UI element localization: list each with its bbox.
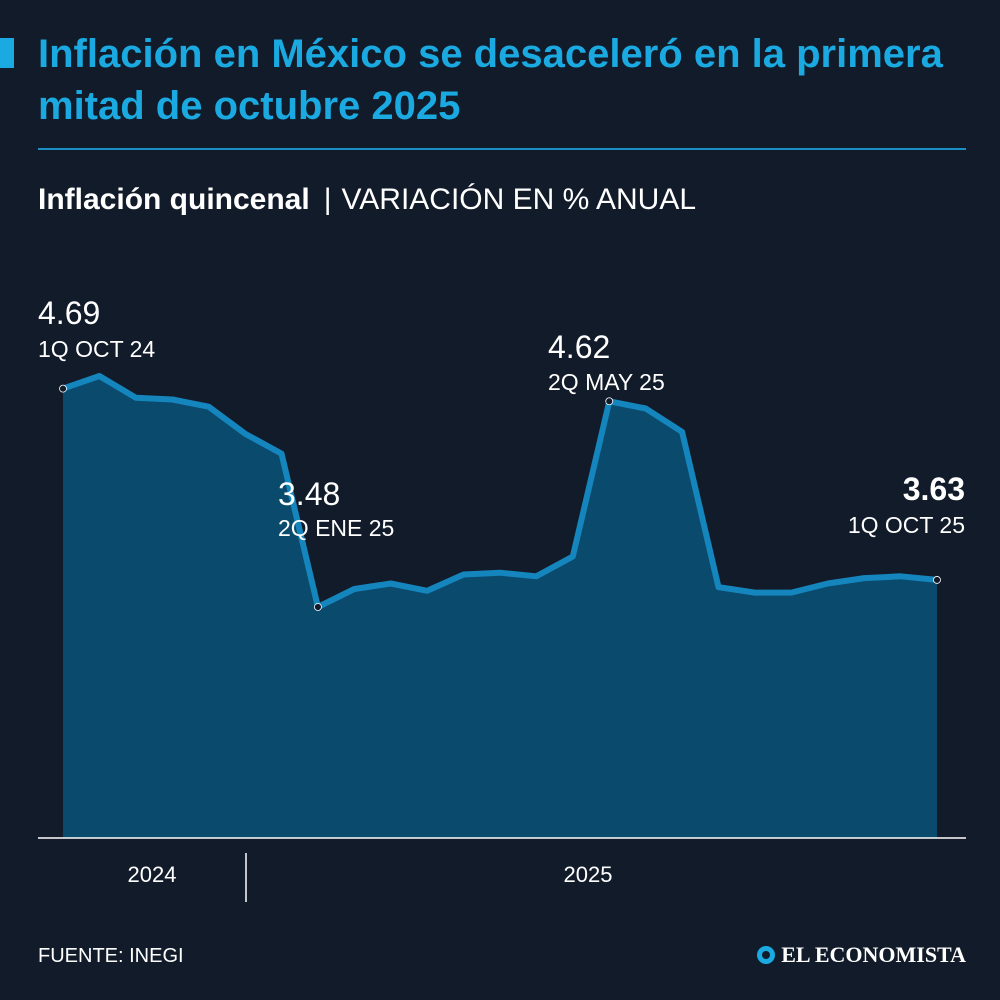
data-point [680,430,684,434]
annotation-marker [605,397,614,406]
data-point [899,574,903,578]
data-point [498,571,502,575]
data-point [717,585,721,589]
data-point [170,397,174,401]
annotation-label: 1Q OCT 25 [848,512,965,538]
data-point [207,405,211,409]
annotation-value: 3.63 [903,471,965,507]
subtitle-main: Inflación quincenal [38,183,310,216]
data-point [243,432,247,436]
annotation-marker [59,384,67,393]
area-fill [63,376,937,838]
data-point [425,589,429,593]
brand-logo: EL ECONOMISTA [757,940,966,970]
data-point [389,582,393,586]
data-point [534,574,538,578]
data-point [462,573,466,577]
data-point [644,406,648,410]
data-point [753,591,757,595]
year-label-2025: 2025 [564,862,613,887]
annotation-marker [933,576,941,584]
year-label-2024: 2024 [128,862,177,887]
data-point [862,576,866,580]
brand-icon [757,946,776,964]
data-point [352,587,356,591]
data-point [280,452,284,456]
annotation-marker [314,603,322,611]
annotation-label: 2Q ENE 25 [278,515,394,541]
brand-name: EL ECONOMISTA [781,942,966,967]
annotation-label: 1Q OCT 24 [38,336,155,362]
title-divider [38,148,966,150]
title-accent-bar [0,38,14,68]
chart-title: Inflación en México se desaceleró en la … [38,32,943,128]
chart-subtitle: Inflación quincenal | VARIACIÓN EN % ANUAL [38,180,696,220]
subtitle-separator: | [323,183,332,216]
data-point [134,396,138,400]
annotation-value: 3.48 [278,476,340,512]
source-note: FUENTE: INEGI [38,945,184,967]
data-point [826,582,830,586]
series-line [60,373,940,610]
data-point [97,374,101,378]
subtitle-unit: VARIACIÓN EN % ANUAL [341,183,697,216]
annotation-value: 4.62 [548,329,610,365]
data-point [789,591,793,595]
annotation-label: 2Q MAY 25 [548,369,665,395]
data-point [571,554,575,558]
annotation-value: 4.69 [38,295,100,331]
